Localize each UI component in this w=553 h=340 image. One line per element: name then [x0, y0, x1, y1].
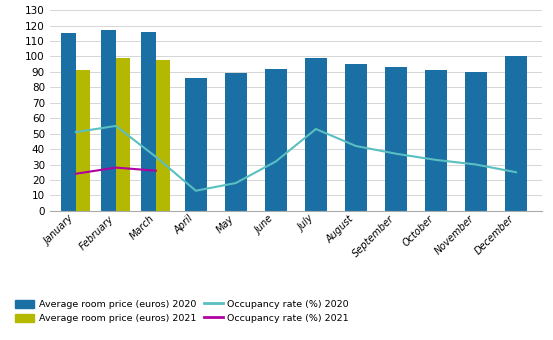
Bar: [61, 33, 76, 211]
Bar: [265, 69, 286, 211]
Bar: [142, 32, 156, 211]
Legend: Average room price (euros) 2020, Average room price (euros) 2021, Occupancy rate: Average room price (euros) 2020, Average…: [15, 300, 349, 323]
Bar: [385, 67, 406, 211]
Bar: [185, 78, 207, 211]
Bar: [465, 72, 487, 211]
Bar: [225, 73, 247, 211]
Bar: [345, 64, 367, 211]
Bar: [505, 56, 527, 211]
Bar: [76, 70, 90, 211]
Bar: [116, 58, 130, 211]
Bar: [305, 58, 327, 211]
Bar: [425, 70, 447, 211]
Bar: [156, 59, 170, 211]
Bar: [101, 30, 116, 211]
